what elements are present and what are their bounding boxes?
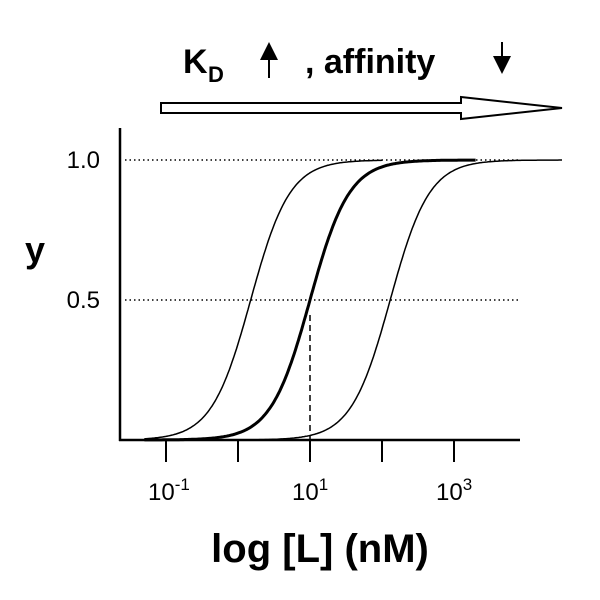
binding-curve-1 [144,159,383,440]
chart-title: K D , affinity [183,42,511,87]
x-ticks: 10-1 101 103 [148,440,472,506]
x-axis-label: log [L] (nM) [211,527,429,571]
kd-label: K [183,43,208,81]
down-arrow-icon [493,42,511,74]
affinity-label: , affinity [305,43,435,81]
y-axis-label: y [25,229,45,270]
kd-subscript: D [208,62,224,87]
up-arrow-icon [260,42,278,78]
direction-arrow-icon [160,95,563,121]
y-tick-label-05: 0.5 [67,287,100,314]
x-tick-label: 101 [292,475,328,506]
y-tick-label-1: 1.0 [67,147,100,174]
x-tick-label: 103 [436,475,472,506]
x-tick-label: 10-1 [148,475,190,506]
